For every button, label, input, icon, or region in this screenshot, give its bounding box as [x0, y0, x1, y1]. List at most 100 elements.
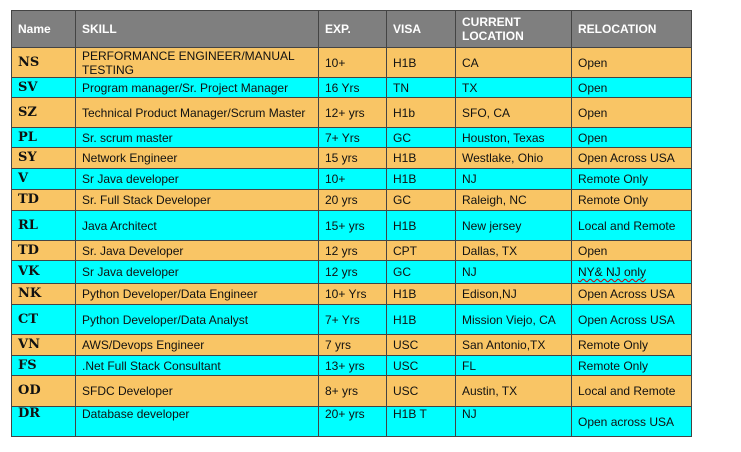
row-location: CA	[455, 47, 572, 78]
row-exp: 20+ yrs	[318, 406, 387, 437]
header-location: CURRENT LOCATION	[455, 10, 572, 48]
row-relocation: Remote Only	[571, 189, 692, 211]
row-visa: H1B	[386, 147, 456, 169]
row-skill: Database developer	[75, 406, 319, 437]
row-location: New jersey	[455, 210, 572, 241]
row-skill: Sr Java developer	[75, 168, 319, 190]
header-exp: EXP.	[318, 10, 387, 48]
row-exp: 12+ yrs	[318, 97, 387, 128]
table-row: NS PERFORMANCE ENGINEER/MANUAL TESTING 1…	[11, 47, 692, 78]
row-visa: TN	[386, 77, 456, 98]
table-row: V Sr Java developer 10+ H1B NJ Remote On…	[11, 168, 692, 190]
header-visa: VISA	[386, 10, 456, 48]
row-location: Westlake, Ohio	[455, 147, 572, 169]
row-code: TD	[11, 189, 76, 211]
row-code: RL	[11, 210, 76, 241]
row-exp: 10+	[318, 168, 387, 190]
row-location: Dallas, TX	[455, 240, 572, 261]
row-exp: 10+ Yrs	[318, 283, 387, 305]
row-code: VK	[11, 260, 76, 284]
row-location: Houston, Texas	[455, 127, 572, 148]
row-relocation: Local and Remote	[571, 375, 692, 407]
row-visa: USC	[386, 334, 456, 356]
row-location: NJ	[455, 168, 572, 190]
row-visa: H1B	[386, 210, 456, 241]
row-relocation: Open	[571, 127, 692, 148]
row-code: V	[11, 168, 76, 190]
table-row: OD SFDC Developer 8+ yrs USC Austin, TX …	[11, 375, 692, 407]
row-relocation: Local and Remote	[571, 210, 692, 241]
table-row: VK Sr Java developer 12 yrs GC NJ NY& NJ…	[11, 260, 692, 284]
row-skill: AWS/Devops Engineer	[75, 334, 319, 356]
row-skill: Technical Product Manager/Scrum Master	[75, 97, 319, 128]
row-relocation: Open	[571, 47, 692, 78]
row-skill: Java Architect	[75, 210, 319, 241]
row-exp: 8+ yrs	[318, 375, 387, 407]
header-row: Name SKILL EXP. VISA CURRENT LOCATION RE…	[11, 10, 692, 48]
row-exp: 10+	[318, 47, 387, 78]
row-skill: Sr. scrum master	[75, 127, 319, 148]
row-relocation-text: NY& NJ only	[578, 265, 647, 279]
row-visa: H1B T	[386, 406, 456, 437]
table-row: SY Network Engineer 15 yrs H1B Westlake,…	[11, 147, 692, 169]
row-location: Mission Viejo, CA	[455, 304, 572, 335]
header-name: Name	[11, 10, 76, 48]
row-location: NJ	[455, 406, 572, 437]
table-row: SV Program manager/Sr. Project Manager 1…	[11, 77, 692, 98]
table-row: NK Python Developer/Data Engineer 10+ Yr…	[11, 283, 692, 305]
table-row: RL Java Architect 15+ yrs H1B New jersey…	[11, 210, 692, 241]
row-visa: H1B	[386, 283, 456, 305]
table-row: SZ Technical Product Manager/Scrum Maste…	[11, 97, 692, 128]
row-code: NK	[11, 283, 76, 305]
row-visa: H1B	[386, 168, 456, 190]
row-code: OD	[11, 375, 76, 407]
row-code: SV	[11, 77, 76, 98]
table-row: CT Python Developer/Data Analyst 7+ Yrs …	[11, 304, 692, 335]
row-skill: Sr Java developer	[75, 260, 319, 284]
row-visa: GC	[386, 127, 456, 148]
row-relocation: Open	[571, 97, 692, 128]
row-skill: SFDC Developer	[75, 375, 319, 407]
row-location: Edison,NJ	[455, 283, 572, 305]
row-location: Raleigh, NC	[455, 189, 572, 211]
header-relocation: RELOCATION	[571, 10, 692, 48]
row-skill: .Net Full Stack Consultant	[75, 355, 319, 376]
row-code: SZ	[11, 97, 76, 128]
table-row: FS .Net Full Stack Consultant 13+ yrs US…	[11, 355, 692, 376]
row-exp: 12 yrs	[318, 260, 387, 284]
row-skill: Sr. Full Stack Developer	[75, 189, 319, 211]
row-visa: USC	[386, 375, 456, 407]
row-relocation: Remote Only	[571, 355, 692, 376]
row-relocation: Open Across USA	[571, 147, 692, 169]
row-code: CT	[11, 304, 76, 335]
row-visa: H1b	[386, 97, 456, 128]
table-row: DR Database developer 20+ yrs H1B T NJ O…	[11, 406, 692, 437]
row-exp: 7 yrs	[318, 334, 387, 356]
row-exp: 7+ Yrs	[318, 127, 387, 148]
row-relocation: Open Across USA	[571, 283, 692, 305]
table-row: TD Sr. Java Developer 12 yrs CPT Dallas,…	[11, 240, 692, 261]
row-relocation: Open	[571, 240, 692, 261]
table-row: TD Sr. Full Stack Developer 20 yrs GC Ra…	[11, 189, 692, 211]
row-relocation: Remote Only	[571, 168, 692, 190]
row-skill: PERFORMANCE ENGINEER/MANUAL TESTING	[75, 47, 319, 78]
row-code: TD	[11, 240, 76, 261]
table-row: VN AWS/Devops Engineer 7 yrs USC San Ant…	[11, 334, 692, 356]
row-location: NJ	[455, 260, 572, 284]
row-visa: USC	[386, 355, 456, 376]
row-code: NS	[11, 47, 76, 78]
row-visa: GC	[386, 260, 456, 284]
row-exp: 12 yrs	[318, 240, 387, 261]
header-skill: SKILL	[75, 10, 319, 48]
row-visa: H1B	[386, 304, 456, 335]
row-relocation: NY& NJ only	[571, 260, 692, 284]
row-skill: Network Engineer	[75, 147, 319, 169]
row-skill: Python Developer/Data Analyst	[75, 304, 319, 335]
row-visa: H1B	[386, 47, 456, 78]
row-exp: 15+ yrs	[318, 210, 387, 241]
row-code: SY	[11, 147, 76, 169]
row-skill: Program manager/Sr. Project Manager	[75, 77, 319, 98]
row-relocation: Open across USA	[571, 406, 692, 437]
row-exp: 16 Yrs	[318, 77, 387, 98]
row-relocation: Remote Only	[571, 334, 692, 356]
